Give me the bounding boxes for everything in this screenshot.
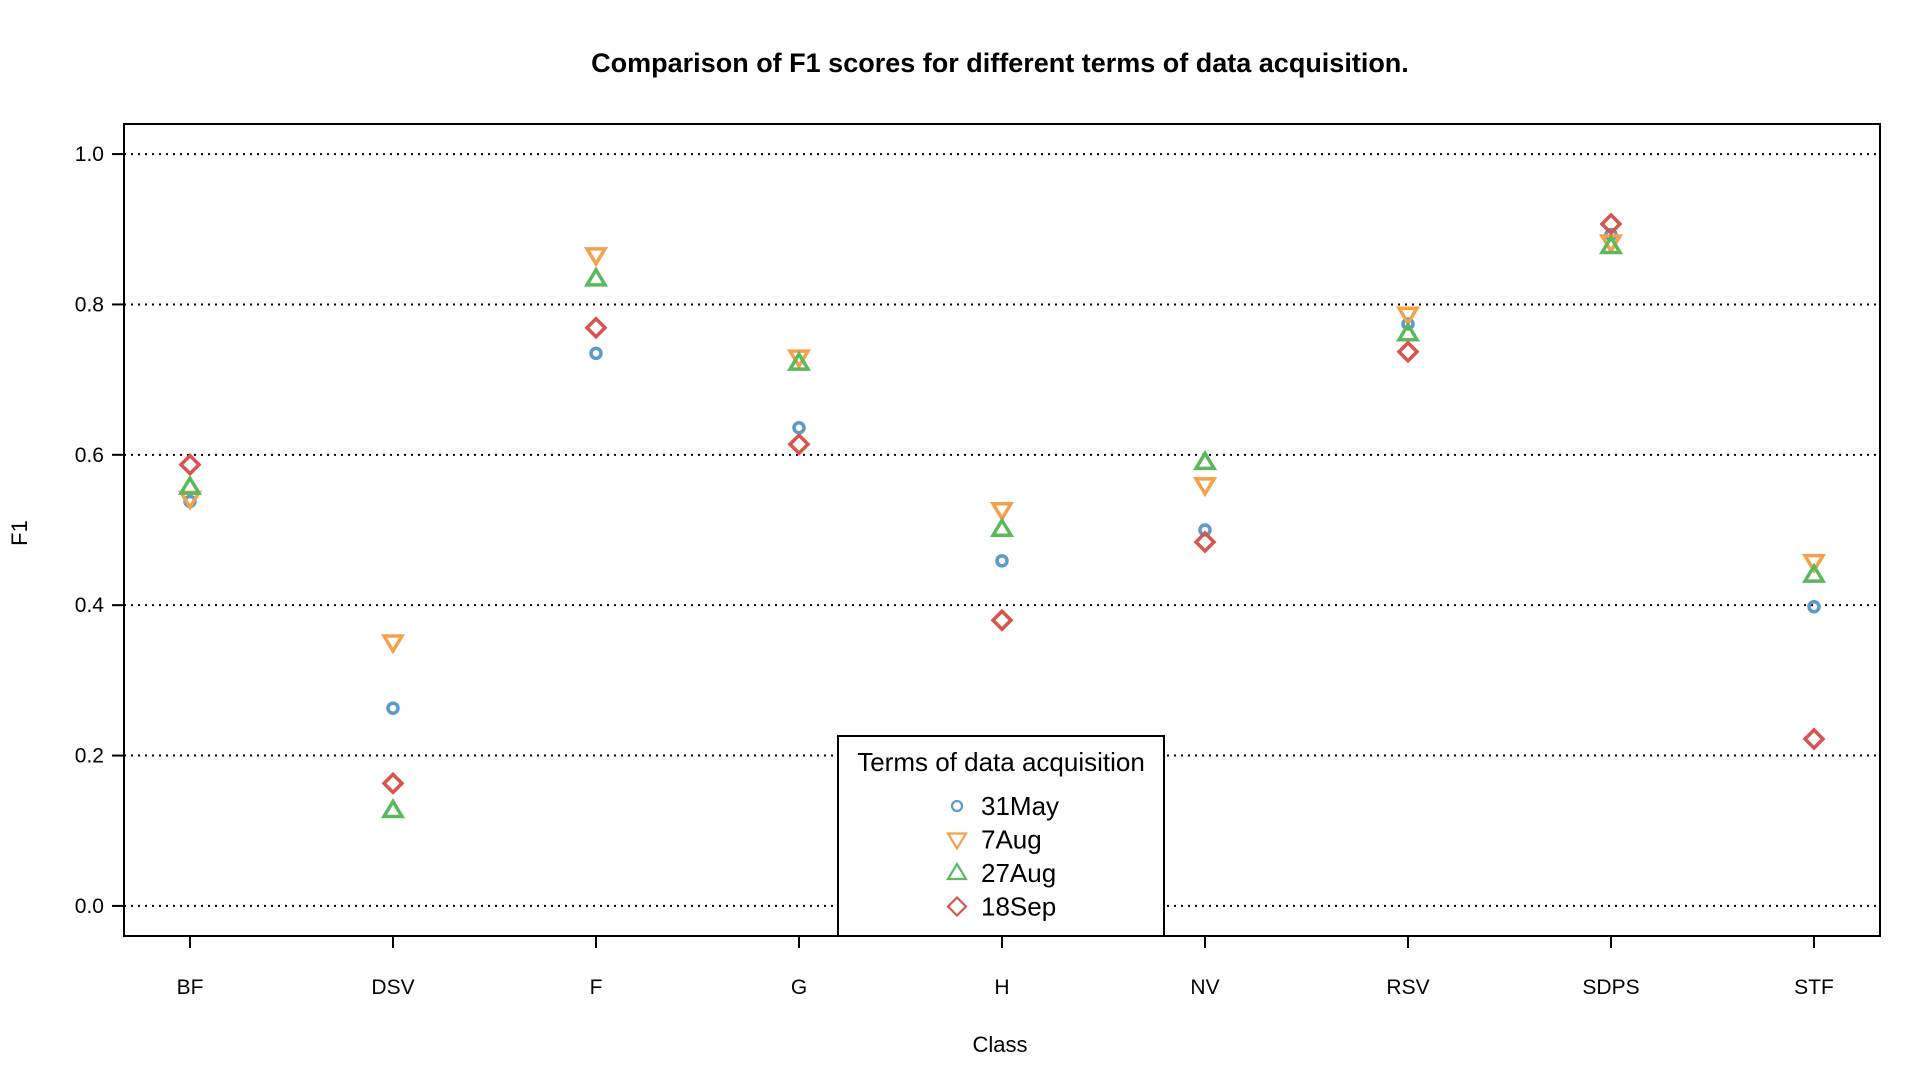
x-tick-label: H xyxy=(994,976,1009,999)
point-27Aug-SDPS xyxy=(1598,234,1624,255)
point-31May-STF xyxy=(1807,599,1821,614)
legend-marker-27Aug xyxy=(946,861,968,881)
y-tick-label: 0.4 xyxy=(75,594,105,617)
x-tick-label: F xyxy=(590,976,603,999)
point-18Sep-NV xyxy=(1193,530,1217,554)
point-27Aug-H xyxy=(989,516,1015,537)
x-tick-label: NV xyxy=(1190,976,1219,999)
legend-marker-7Aug xyxy=(946,832,968,851)
x-tick-label: STF xyxy=(1794,976,1834,999)
data-points xyxy=(177,212,1827,819)
point-27Aug-STF xyxy=(1801,562,1827,583)
point-27Aug-DSV xyxy=(380,798,406,819)
legend: Terms of data acquisition 31May 7Aug27Aug… xyxy=(837,735,1165,937)
x-tick-label: RSV xyxy=(1386,976,1429,999)
legend-box xyxy=(837,735,1165,937)
legend-marker-31May xyxy=(950,799,964,813)
x-tick-label: BF xyxy=(177,976,204,999)
point-7Aug-H xyxy=(989,501,1015,523)
point-18Sep-STF xyxy=(1802,727,1826,751)
y-tick-label: 1.0 xyxy=(75,143,104,166)
point-31May-F xyxy=(589,346,603,361)
grid-lines xyxy=(124,153,1880,907)
point-27Aug-BF xyxy=(177,474,203,495)
chart-title: Comparison of F1 scores for different te… xyxy=(591,48,1409,78)
point-18Sep-DSV xyxy=(381,771,405,795)
legend-title: Terms of data acquisition xyxy=(857,747,1145,777)
y-tick-label: 0.2 xyxy=(75,745,104,768)
point-18Sep-F xyxy=(584,316,608,340)
point-7Aug-RSV xyxy=(1395,306,1421,327)
point-18Sep-RSV xyxy=(1396,340,1420,364)
point-27Aug-RSV xyxy=(1395,321,1421,342)
point-7Aug-STF xyxy=(1801,553,1827,574)
point-27Aug-NV xyxy=(1192,449,1218,471)
legend-label: 7Aug xyxy=(981,825,1042,855)
legend-label: 31May xyxy=(981,791,1059,821)
point-18Sep-BF xyxy=(178,453,202,477)
point-18Sep-H xyxy=(990,608,1014,632)
point-18Sep-G xyxy=(787,432,811,456)
point-7Aug-NV xyxy=(1192,477,1218,498)
point-7Aug-DSV xyxy=(380,634,406,655)
point-27Aug-F xyxy=(583,266,609,287)
y-tick-label: 0.8 xyxy=(75,293,104,316)
y-tick-label: 0.0 xyxy=(75,895,104,918)
point-27Aug-G xyxy=(786,350,812,371)
point-31May-DSV xyxy=(386,701,400,715)
legend-marker-18Sep xyxy=(946,895,968,918)
point-31May-G xyxy=(792,420,806,435)
x-tick-label: SDPS xyxy=(1582,976,1639,999)
x-axis: BF DSV F G H NV RSV SDPS STF xyxy=(177,936,1834,999)
y-axis-label: F1 xyxy=(7,520,32,546)
x-axis-label: Class xyxy=(972,1032,1027,1057)
point-7Aug-F xyxy=(583,247,609,268)
point-31May-RSV xyxy=(1401,317,1415,331)
y-tick-label: 0.6 xyxy=(75,444,104,467)
point-18Sep-SDPS xyxy=(1599,212,1623,236)
legend-label: 27Aug xyxy=(981,858,1056,888)
x-tick-label: G xyxy=(791,976,807,999)
y-axis: 0.0 0.2 0.4 0.6 0.8 1.0 xyxy=(75,143,124,918)
point-31May-H xyxy=(995,554,1009,568)
legend-label: 18Sep xyxy=(981,892,1056,922)
x-tick-label: DSV xyxy=(371,976,414,999)
